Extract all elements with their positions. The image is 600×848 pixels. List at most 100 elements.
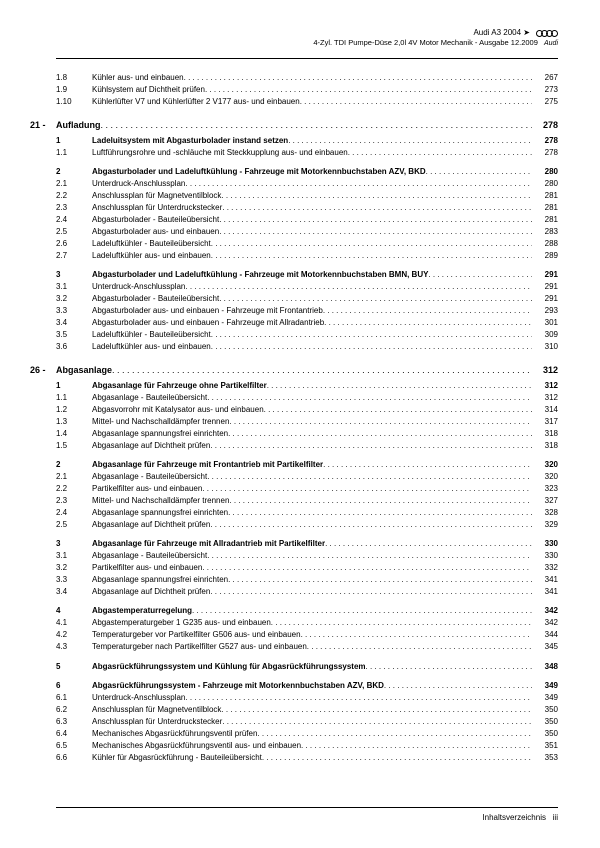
toc-label: Abgasanlage spannungsfrei einrichten <box>92 508 532 519</box>
toc-label: Ladeluftkühler - Bauteileübersicht <box>92 239 532 250</box>
toc-label: Kühler für Abgasrückführung - Bauteileüb… <box>92 753 532 764</box>
toc-row: 2Abgasanlage für Fahrzeuge mit Frontantr… <box>56 460 558 471</box>
toc-page: 301 <box>532 318 558 329</box>
toc-row: 6.2Anschlussplan für Magnetventilblock35… <box>56 705 558 716</box>
toc-label: Abgasanlage für Fahrzeuge mit Frontantri… <box>92 460 532 471</box>
toc-page: 329 <box>532 520 558 531</box>
toc-number: 6.3 <box>56 717 92 728</box>
toc-row: 3.2Partikelfilter aus- und einbauen332 <box>56 563 558 574</box>
toc-row: 4.3Temperaturgeber nach Partikelfilter G… <box>56 642 558 653</box>
toc-row: 2.5Abgasanlage auf Dichtheit prüfen329 <box>56 520 558 531</box>
toc-number: 3.1 <box>56 282 92 293</box>
toc-label: Abgasturbolader und Ladeluftkühlung - Fa… <box>92 270 532 281</box>
group-spacer <box>56 654 558 660</box>
toc-row: 6.4Mechanisches Abgasrückführungsventil … <box>56 729 558 740</box>
toc-number: 2.5 <box>56 227 92 238</box>
toc-label: Abgasanlage auf Dichtheit prüfen <box>92 441 532 452</box>
toc-row: 1.8Kühler aus- und einbauen267 <box>56 73 558 84</box>
toc-number: 2.1 <box>56 179 92 190</box>
chapter-title: Abgasanlage <box>56 365 532 375</box>
toc-label: Abgasanlage auf Dichtheit prüfen <box>92 520 532 531</box>
group-spacer <box>56 532 558 538</box>
toc-number: 2.5 <box>56 520 92 531</box>
toc-page: 289 <box>532 251 558 262</box>
toc-row: 2Abgasturbolader und Ladeluftkühlung - F… <box>56 167 558 178</box>
page-footer: Inhaltsverzeichnis iii <box>482 813 558 822</box>
toc-label: Anschlussplan für Magnetventilblock <box>92 191 532 202</box>
audi-logo-text: Audi <box>544 40 558 47</box>
toc-page: 349 <box>532 693 558 704</box>
toc-page: 348 <box>532 662 558 673</box>
toc-page: 350 <box>532 705 558 716</box>
toc-number: 1.5 <box>56 441 92 452</box>
toc-number: 2.3 <box>56 203 92 214</box>
toc-label: Mittel- und Nachschalldämpfer trennen <box>92 417 532 428</box>
toc-page: 341 <box>532 575 558 586</box>
toc-label: Anschlussplan für Unterdruckstecker <box>92 717 532 728</box>
toc-label: Temperaturgeber vor Partikelfilter G506 … <box>92 630 532 641</box>
toc-page: 353 <box>532 753 558 764</box>
toc-row: 2.4Abgasanlage spannungsfrei einrichten3… <box>56 508 558 519</box>
toc-row: 3.4Abgasanlage auf Dichtheit prüfen341 <box>56 587 558 598</box>
toc-row: 2.2Partikelfilter aus- und einbauen323 <box>56 484 558 495</box>
toc-row: 2.6Ladeluftkühler - Bauteileübersicht288 <box>56 239 558 250</box>
toc-label: Partikelfilter aus- und einbauen <box>92 484 532 495</box>
toc-number: 1.2 <box>56 405 92 416</box>
toc-number: 3.2 <box>56 294 92 305</box>
toc-number: 2.1 <box>56 472 92 483</box>
toc-row: 3.5Ladeluftkühler - Bauteileübersicht309 <box>56 330 558 341</box>
toc-page: 318 <box>532 441 558 452</box>
toc-label: Abgasturbolader aus- und einbauen - Fahr… <box>92 318 532 329</box>
toc-page: 350 <box>532 717 558 728</box>
toc-number: 3.2 <box>56 563 92 574</box>
chapter-page: 312 <box>532 365 558 375</box>
toc-page: 288 <box>532 239 558 250</box>
toc-page: 342 <box>532 618 558 629</box>
toc-page: 345 <box>532 642 558 653</box>
toc-number: 1.9 <box>56 85 92 96</box>
toc-number: 2.3 <box>56 496 92 507</box>
toc-label: Abgastemperaturgeber 1 G235 aus- und ein… <box>92 618 532 629</box>
toc-page: 280 <box>532 167 558 178</box>
toc-row: 3Abgasturbolader und Ladeluftkühlung - F… <box>56 270 558 281</box>
toc-page: 281 <box>532 191 558 202</box>
footer-label: Inhaltsverzeichnis <box>482 813 546 822</box>
toc-row: 1.9Kühlsystem auf Dichtheit prüfen273 <box>56 85 558 96</box>
toc-label: Abgasanlage - Bauteileübersicht <box>92 393 532 404</box>
toc-page: 317 <box>532 417 558 428</box>
toc-row: 2.1Unterdruck-Anschlussplan280 <box>56 179 558 190</box>
toc-page: 318 <box>532 429 558 440</box>
toc-number: 3 <box>56 270 92 281</box>
toc-row: 1.4Abgasanlage spannungsfrei einrichten3… <box>56 429 558 440</box>
toc-label: Ladeluftkühler aus- und einbauen <box>92 342 532 353</box>
toc-page: 291 <box>532 270 558 281</box>
toc-row: 2.3Mittel- und Nachschalldämpfer trennen… <box>56 496 558 507</box>
toc-number: 3.4 <box>56 587 92 598</box>
toc-label: Ladeluftkühler - Bauteileübersicht <box>92 330 532 341</box>
toc-page: 344 <box>532 630 558 641</box>
toc-label: Abgasturbolader - Bauteileübersicht <box>92 215 532 226</box>
toc-label: Kühlsystem auf Dichtheit prüfen <box>92 85 532 96</box>
toc-page: 350 <box>532 729 558 740</box>
toc-label: Partikelfilter aus- und einbauen <box>92 563 532 574</box>
toc-row: 6.3Anschlussplan für Unterdruckstecker35… <box>56 717 558 728</box>
toc-page: 293 <box>532 306 558 317</box>
toc-page: 323 <box>532 484 558 495</box>
toc-body: 1.8Kühler aus- und einbauen2671.9Kühlsys… <box>56 73 558 763</box>
toc-label: Abgasrückführungssystem - Fahrzeuge mit … <box>92 681 532 692</box>
group-spacer <box>56 599 558 605</box>
toc-number: 3 <box>56 539 92 550</box>
toc-number: 2.2 <box>56 484 92 495</box>
toc-row: 6Abgasrückführungssystem - Fahrzeuge mit… <box>56 681 558 692</box>
toc-row: 1.2Abgasvorrohr mit Katalysator aus- und… <box>56 405 558 416</box>
group-spacer <box>56 674 558 680</box>
toc-page: 320 <box>532 460 558 471</box>
toc-page: 281 <box>532 215 558 226</box>
toc-label: Mechanisches Abgasrückführungsventil aus… <box>92 741 532 752</box>
toc-row: 2.2Anschlussplan für Magnetventilblock28… <box>56 191 558 202</box>
toc-label: Mittel- und Nachschalldämpfer trennen <box>92 496 532 507</box>
header-model: Audi A3 2004 ➤ <box>473 28 530 38</box>
toc-row: 3Abgasanlage für Fahrzeuge mit Allradant… <box>56 539 558 550</box>
toc-label: Abgasrückführungssystem und Kühlung für … <box>92 662 532 673</box>
toc-row: 4Abgastemperaturregelung342 <box>56 606 558 617</box>
